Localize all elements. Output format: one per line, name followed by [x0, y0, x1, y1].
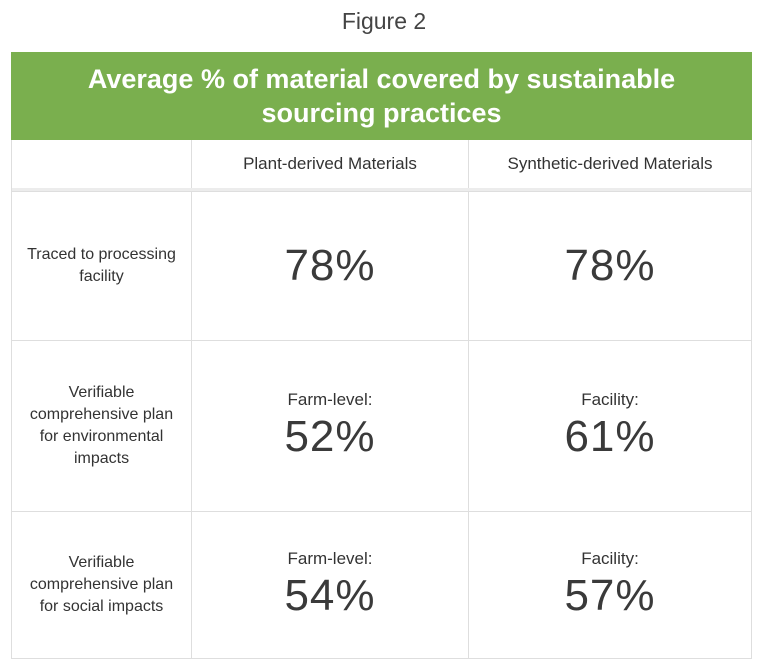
plant-value: 54%: [284, 571, 376, 620]
figure-label: Figure 2: [341, 8, 427, 34]
synthetic-cell: 78%: [469, 192, 751, 340]
synthetic-value: 61%: [564, 412, 656, 461]
column-header-row: Plant-derived Materials Synthetic-derive…: [12, 140, 751, 191]
plant-value: 78%: [284, 241, 376, 290]
plant-cell: Farm-level: 54%: [192, 512, 469, 658]
synthetic-value: 78%: [564, 241, 656, 290]
plant-value: 52%: [284, 412, 376, 461]
table-grid: Plant-derived Materials Synthetic-derive…: [11, 140, 752, 659]
row-label-cell: Verifiable comprehensive plan for social…: [12, 512, 192, 658]
synthetic-sublabel: Facility:: [581, 390, 639, 409]
plant-sublabel: Farm-level:: [287, 549, 373, 568]
row-label: Verifiable comprehensive plan for enviro…: [29, 384, 174, 467]
plant-cell: 78%: [192, 192, 469, 340]
synthetic-cell: Facility: 61%: [469, 341, 751, 511]
synthetic-sublabel: Facility:: [581, 549, 639, 568]
row-label-cell: Traced to processing facility: [12, 192, 192, 340]
plant-cell: Farm-level: 52%: [192, 341, 469, 511]
table-row: Traced to processing facility 78% 78%: [12, 191, 751, 340]
synthetic-cell: Facility: 57%: [469, 512, 751, 658]
table-row: Verifiable comprehensive plan for social…: [12, 511, 751, 658]
synthetic-value: 57%: [564, 571, 656, 620]
column-header-plant: Plant-derived Materials: [192, 140, 469, 188]
table-title: Average % of material covered by sustain…: [11, 52, 752, 140]
row-label: Verifiable comprehensive plan for social…: [29, 554, 174, 615]
plant-sublabel: Farm-level:: [287, 390, 373, 409]
row-label-cell: Verifiable comprehensive plan for enviro…: [12, 341, 192, 511]
table-row: Verifiable comprehensive plan for enviro…: [12, 340, 751, 511]
column-header-synthetic: Synthetic-derived Materials: [507, 154, 713, 173]
row-label: Traced to processing facility: [27, 246, 176, 285]
column-header-empty: [12, 140, 192, 188]
sourcing-table: Average % of material covered by sustain…: [11, 52, 752, 659]
